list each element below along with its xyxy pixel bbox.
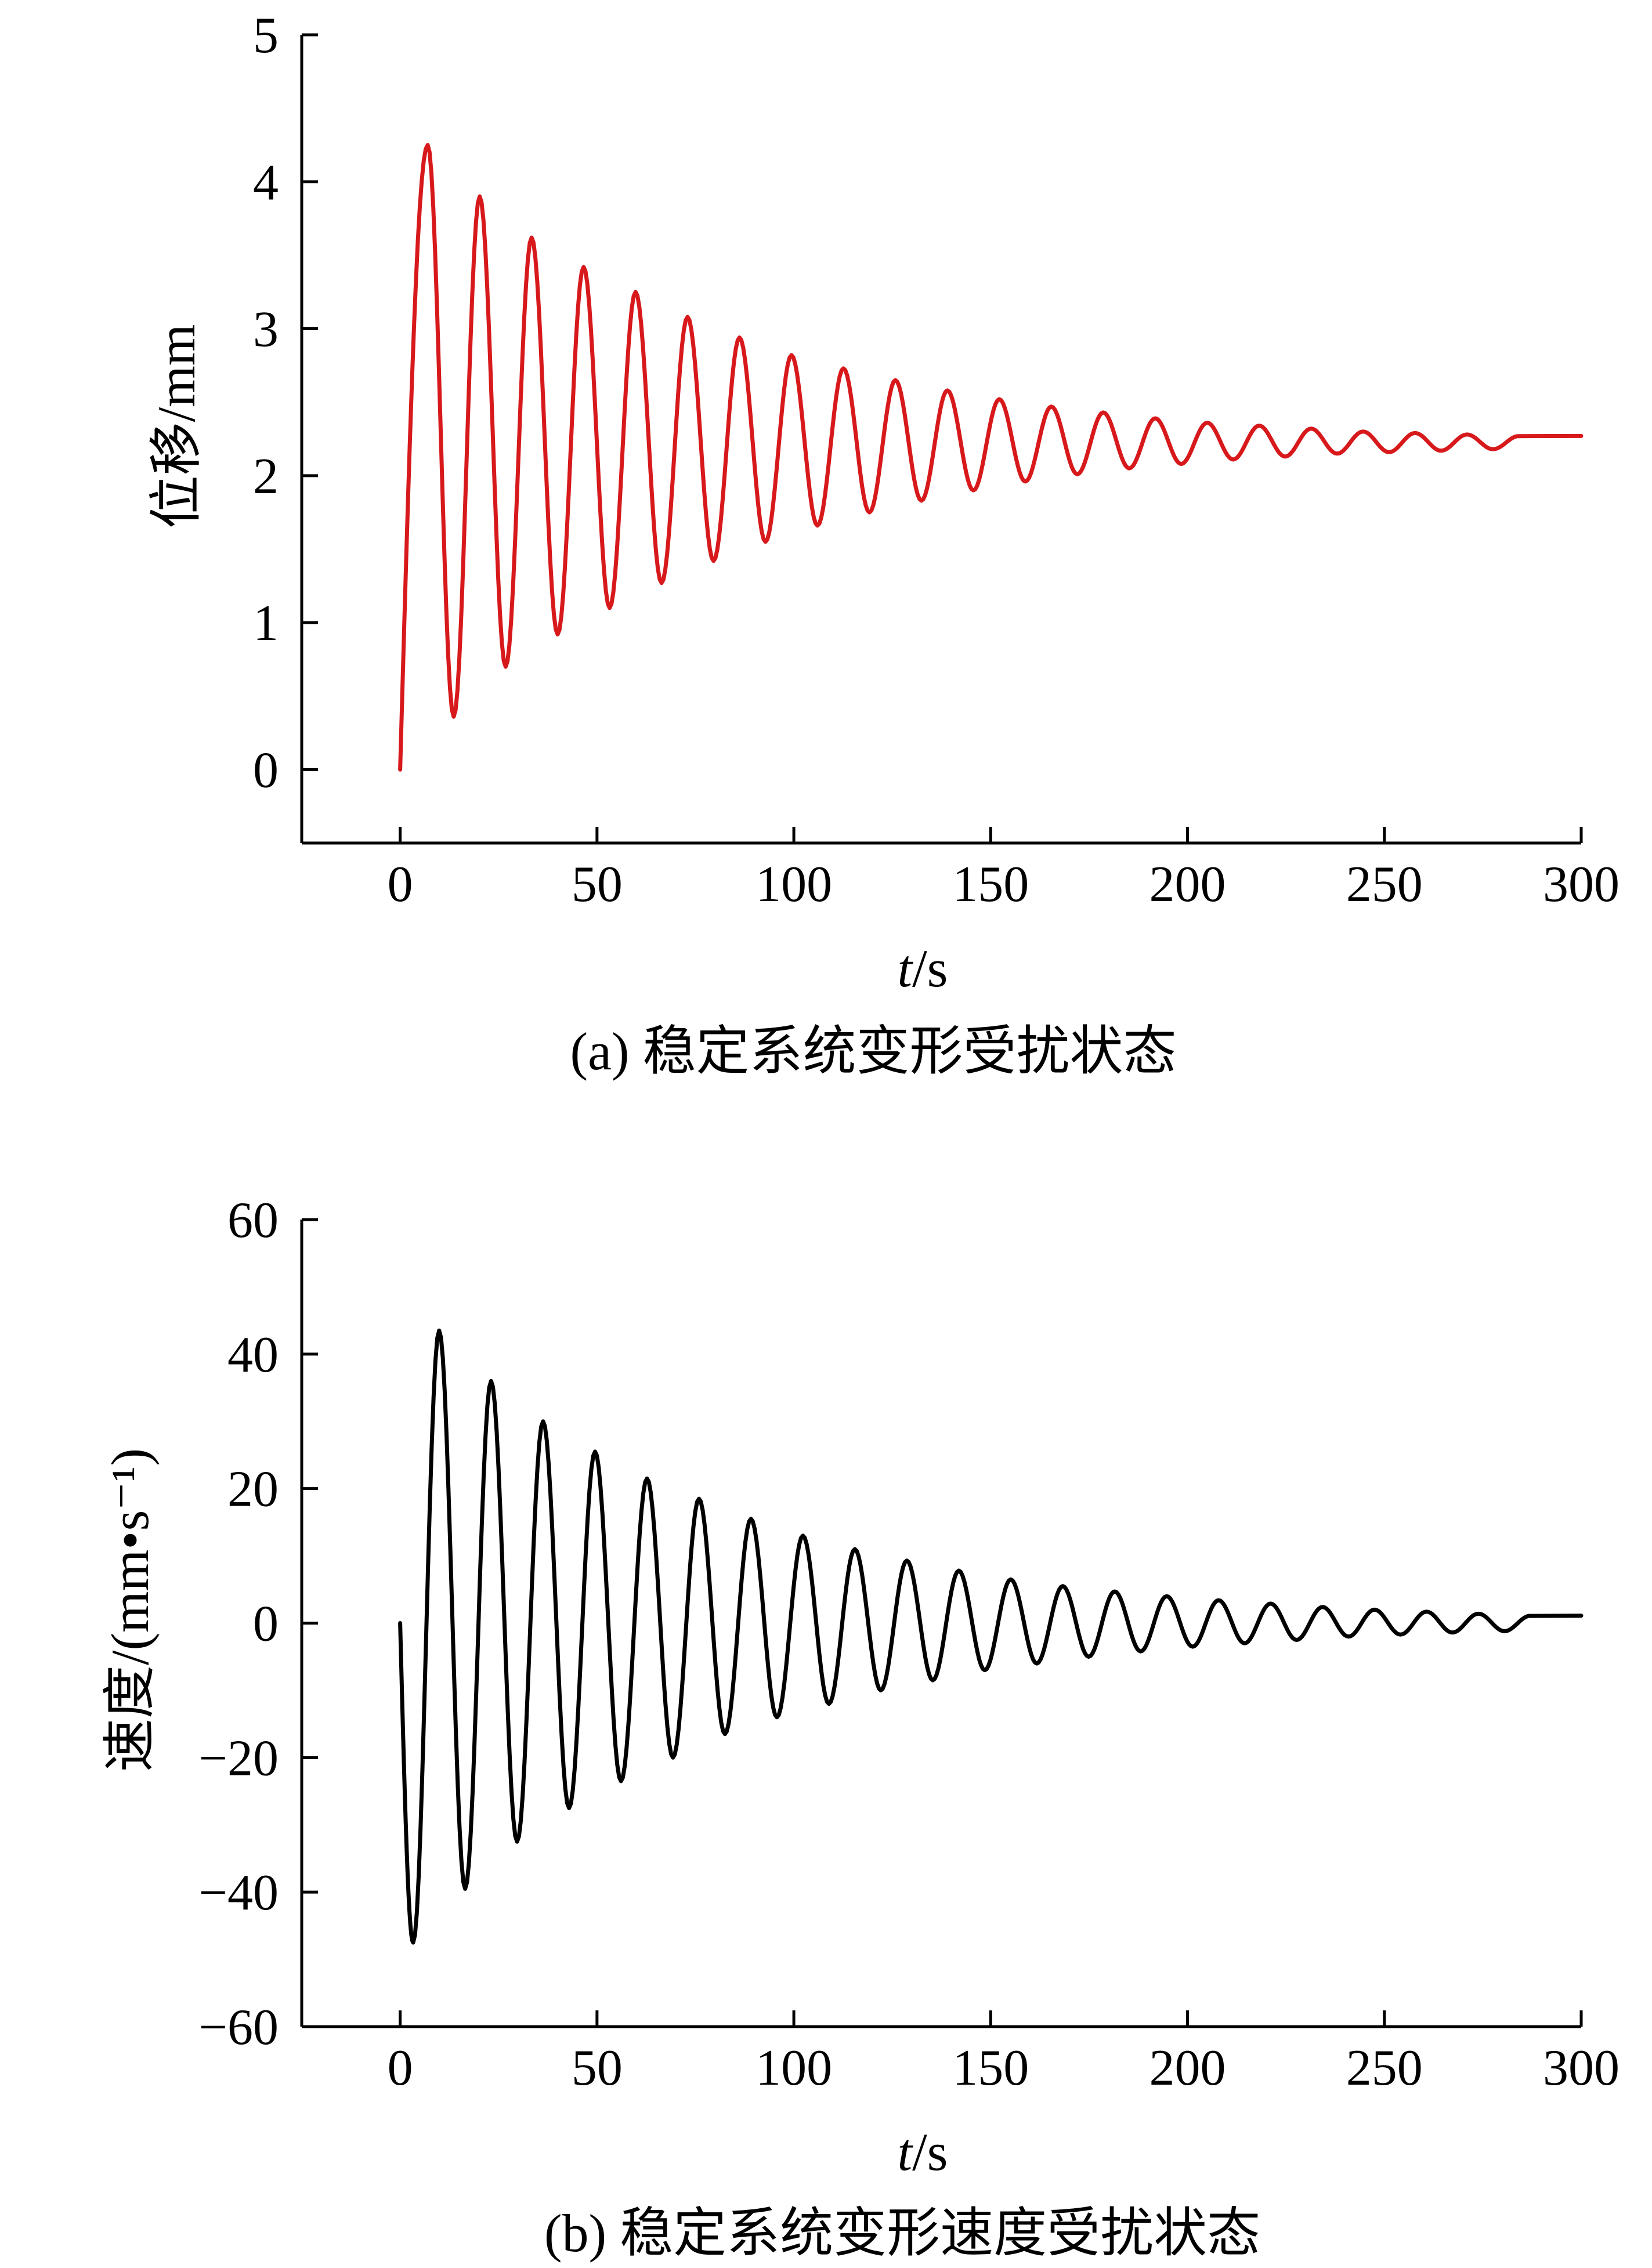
x-tick-label: 50 [572,2040,623,2096]
chart-caption: (a) 稳定系统变形受扰状态 [570,1022,1176,1081]
y-tick-label: 3 [253,302,279,358]
y-axis-label: 位移/mm [147,324,206,529]
x-tick-label: 200 [1149,856,1226,913]
x-tick-label: 250 [1346,856,1423,913]
x-tick-label: 150 [952,856,1029,913]
velocity-series-line [398,1328,1584,1945]
y-ticks: −60 −40 −20 0 20 40 60 [198,1192,318,2056]
y-tick-label: −60 [198,1999,279,2056]
y-tick-label: 40 [227,1327,279,1383]
x-tick-label: 50 [572,856,623,913]
y-tick-label: 60 [227,1192,279,1249]
y-tick-label: 20 [227,1462,279,1518]
x-tick-label: 100 [755,856,832,913]
y-tick-label: 2 [253,448,279,505]
y-tick-label: 5 [253,8,279,64]
y-axis-label: 速度/(mm•s⁻¹) [100,1448,160,1772]
y-tick-label: 1 [253,595,279,652]
x-tick-label: 0 [388,2040,413,2096]
x-tick-label: 300 [1543,2040,1620,2096]
y-tick-label: 0 [253,742,279,798]
y-tick-label: 4 [253,154,279,211]
y-tick-label: −20 [198,1730,279,1786]
x-tick-label: 250 [1346,2040,1423,2096]
x-tick-label: 200 [1149,2040,1226,2096]
x-tick-label: 0 [388,856,413,913]
x-tick-label: 300 [1543,856,1620,913]
chart-caption: (b) 稳定系统变形速度受扰状态 [544,2204,1260,2263]
chart-displacement: 0 50 100 150 200 250 300 0 1 2 3 4 5 t/s 位移/mm (a) … [147,8,1620,1081]
y-ticks: 0 1 2 3 4 5 [253,8,318,798]
x-tick-label: 100 [755,2040,832,2096]
y-tick-label: −40 [198,1865,279,1921]
displacement-series-line [398,143,1584,772]
x-ticks: 0 50 100 150 200 250 300 [388,827,1620,913]
x-axis-label: t/s [898,939,948,998]
x-tick-label: 150 [952,2040,1029,2096]
y-tick-label: 0 [253,1596,279,1652]
x-ticks: 0 50 100 150 200 250 300 [388,2010,1620,2096]
axes [300,35,1581,845]
x-axis-label: t/s [898,2122,948,2182]
